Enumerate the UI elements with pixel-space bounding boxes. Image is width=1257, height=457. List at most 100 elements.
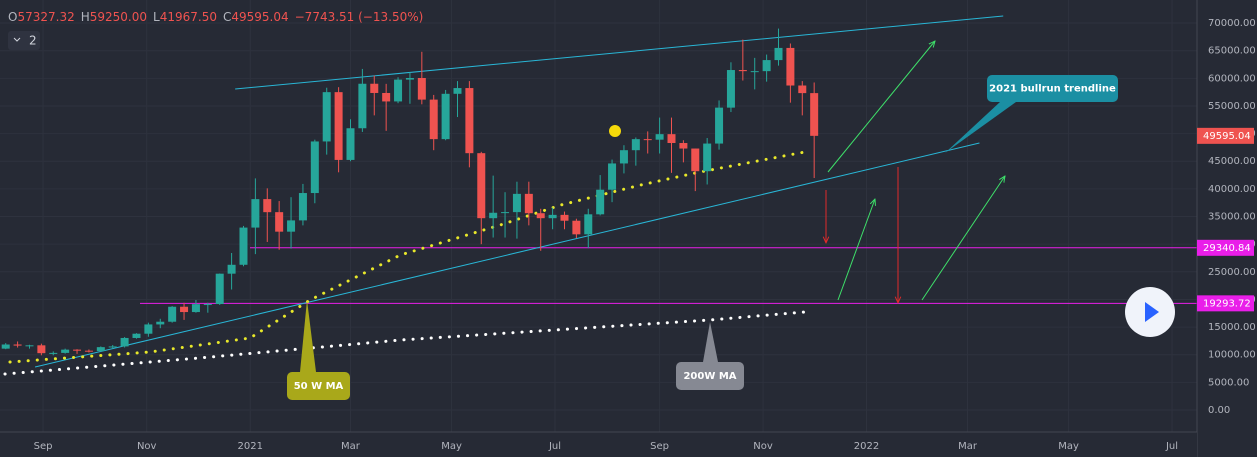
candle-body bbox=[548, 214, 557, 219]
y-tick-label: 60000.00 bbox=[1208, 73, 1256, 84]
ohlc-value: 49595.04 bbox=[231, 10, 288, 24]
candle-body bbox=[84, 350, 93, 352]
callout-pointer bbox=[300, 300, 316, 372]
x-tick-label: Nov bbox=[137, 441, 157, 452]
candle-body bbox=[453, 88, 462, 94]
candle-body bbox=[144, 324, 153, 334]
indicator-toggle[interactable] bbox=[8, 31, 40, 50]
candle-body bbox=[810, 93, 819, 136]
candle-body bbox=[477, 153, 486, 219]
candle-body bbox=[334, 92, 343, 160]
x-tick-label: 2021 bbox=[238, 441, 263, 452]
candle-body bbox=[679, 143, 688, 149]
candle-body bbox=[358, 83, 367, 129]
candle-body bbox=[786, 47, 795, 86]
candle-body bbox=[227, 264, 236, 274]
ohlc-key: L bbox=[153, 10, 160, 24]
candle-body bbox=[180, 306, 189, 313]
candle-body bbox=[405, 77, 414, 80]
ohlc-value: 59250.00 bbox=[90, 10, 147, 24]
annotations: 2021 bullrun trendline 50 W MA 200W MA bbox=[287, 75, 1118, 400]
candle-body bbox=[762, 60, 771, 72]
candle-body bbox=[263, 199, 272, 213]
trendline bbox=[34, 142, 980, 368]
candle-body bbox=[239, 227, 248, 265]
candle-body bbox=[322, 92, 331, 142]
time-axis bbox=[0, 432, 1197, 457]
callout-box bbox=[287, 372, 350, 400]
x-tick-label: Sep bbox=[650, 441, 669, 452]
x-tick-label: 2022 bbox=[854, 441, 879, 452]
candle-body bbox=[120, 337, 129, 347]
price-label-bg bbox=[1197, 295, 1254, 312]
candle-body bbox=[774, 47, 783, 61]
candle-body bbox=[203, 304, 212, 306]
play-button[interactable] bbox=[1125, 287, 1175, 337]
arrows bbox=[609, 41, 1005, 303]
candle-body bbox=[25, 345, 34, 347]
callout-text: 2021 bullrun trendline bbox=[989, 84, 1116, 95]
last-price-bg bbox=[1197, 127, 1254, 144]
candle-body bbox=[382, 92, 391, 102]
candle-body bbox=[156, 321, 165, 325]
candle-body bbox=[584, 214, 593, 235]
moving-average bbox=[8, 150, 807, 364]
ohlc-value: 57327.32 bbox=[17, 10, 74, 24]
candle-body bbox=[715, 107, 724, 144]
candle-body bbox=[536, 213, 545, 219]
candle-body bbox=[132, 333, 141, 338]
callout-box bbox=[987, 75, 1118, 102]
x-tick-label: Sep bbox=[34, 441, 53, 452]
x-tick-label: Nov bbox=[753, 441, 773, 452]
candle-body bbox=[1, 344, 10, 349]
candle-body bbox=[370, 83, 379, 93]
x-tick-label: Mar bbox=[958, 441, 978, 452]
price-axis bbox=[1197, 0, 1257, 457]
candle-body bbox=[572, 220, 581, 235]
candle-body bbox=[667, 134, 676, 144]
marker-dot bbox=[609, 125, 621, 137]
candle-body bbox=[619, 150, 628, 164]
ohlc-header: O57327.32 H59250.00 L41967.50 C49595.04 −774… bbox=[8, 10, 423, 24]
x-tick-label: Mar bbox=[341, 441, 361, 452]
price-label: 29340.84 bbox=[1203, 243, 1251, 254]
x-tick-label: May bbox=[1058, 441, 1079, 452]
ohlc-key: O bbox=[8, 10, 17, 24]
price-label-bg bbox=[1197, 239, 1254, 256]
callout-text: 200W MA bbox=[683, 371, 736, 382]
y-tick-label: 55000.00 bbox=[1208, 101, 1256, 112]
x-tick-label: Jul bbox=[1165, 441, 1178, 452]
candle-body bbox=[596, 189, 605, 215]
candle-body bbox=[750, 71, 759, 73]
candle-body bbox=[417, 77, 426, 100]
candle-body bbox=[96, 347, 105, 352]
candle-body bbox=[524, 193, 533, 214]
play-icon bbox=[1145, 302, 1159, 322]
moving-average bbox=[3, 310, 807, 376]
candle-body bbox=[310, 141, 319, 194]
trendline bbox=[235, 15, 1004, 90]
candle-body bbox=[798, 85, 807, 94]
candle-body bbox=[73, 349, 82, 351]
callout-pointer bbox=[703, 322, 718, 362]
last-price-label: 49595.04 bbox=[1203, 131, 1251, 142]
y-tick-label: 70000.00 bbox=[1208, 18, 1256, 29]
candle-body bbox=[13, 344, 22, 346]
x-tick-label: May bbox=[441, 441, 462, 452]
candle-body bbox=[501, 212, 510, 214]
callout-text: 50 W MA bbox=[294, 381, 344, 392]
overlays bbox=[3, 15, 1197, 376]
candle-body bbox=[703, 143, 712, 172]
candle-body bbox=[108, 346, 117, 348]
candle-body bbox=[465, 88, 474, 154]
candle-body bbox=[49, 352, 58, 354]
candle-body bbox=[191, 304, 200, 313]
candle-body bbox=[287, 220, 296, 232]
chevron-icon bbox=[13, 37, 21, 42]
candles bbox=[1, 28, 819, 356]
y-tick-label: 15000.00 bbox=[1208, 322, 1256, 333]
candle-body bbox=[441, 93, 450, 140]
candle-body bbox=[168, 306, 177, 322]
callout-pointer bbox=[945, 102, 1016, 153]
